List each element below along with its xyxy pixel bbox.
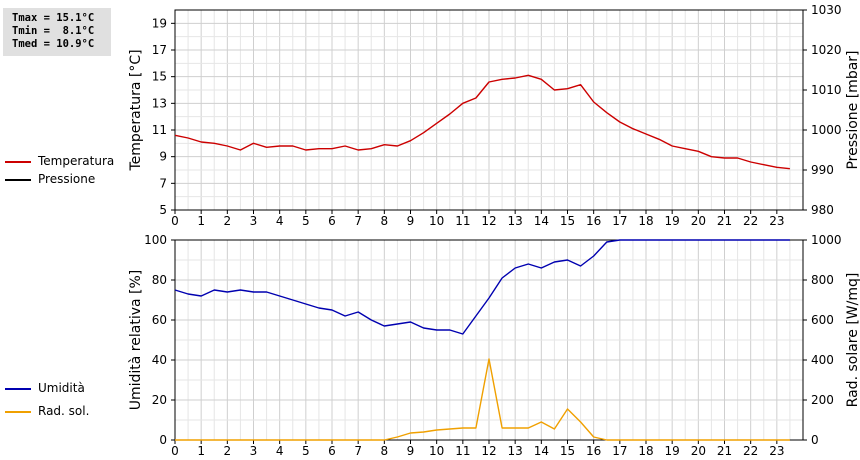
temp-x-tick-label: 14 [534, 214, 549, 228]
series-line-temperatura [174, 74, 790, 170]
tmed-label: Tmed = 10.9°C [12, 38, 95, 50]
hum-y-axis-label: Umidità relativa [%] [128, 270, 144, 411]
temp-x-tick-label: 3 [250, 214, 258, 228]
temp-y2-tick-label: 1010 [811, 83, 842, 97]
temp-y-tick-label: 13 [152, 96, 167, 110]
temp-y-tick-label: 9 [159, 150, 167, 164]
hum-x-tick-label: 11 [455, 444, 470, 458]
temp-x-tick-label: 0 [171, 214, 179, 228]
temp-x-tick-label: 2 [224, 214, 232, 228]
temp-x-tick-label: 12 [481, 214, 496, 228]
hum-x-tick-label: 13 [508, 444, 523, 458]
legend-pressione-label: Pressione [38, 172, 96, 186]
hum-y2-tick-label: 400 [811, 353, 834, 367]
legend-radsol-swatch [5, 411, 31, 413]
hum-x-tick-label: 0 [171, 444, 179, 458]
temp-y-axis-label: Temperatura [°C] [128, 49, 144, 171]
legend-umidita-label: Umidità [38, 381, 85, 395]
hum-y2-axis-label: Rad. solare [W/mq] [845, 273, 860, 408]
hum-x-tick-label: 12 [481, 444, 496, 458]
series-line-umidita [174, 239, 790, 335]
hum-x-tick-label: 8 [381, 444, 389, 458]
hum-x-tick-label: 23 [769, 444, 784, 458]
hum-y-tick-label: 80 [152, 273, 167, 287]
hum-x-tick-label: 16 [586, 444, 601, 458]
temp-y-tick-label: 7 [159, 176, 167, 190]
hum-y-tick-label: 0 [159, 433, 167, 447]
temp-y2-axis-label: Pressione [mbar] [845, 50, 860, 169]
hum-x-tick-label: 17 [612, 444, 627, 458]
hum-y2-tick-label: 600 [811, 313, 834, 327]
hum-x-tick-label: 10 [429, 444, 444, 458]
temp-x-tick-label: 6 [328, 214, 336, 228]
stats-box: Tmax = 15.1°C Tmin = 8.1°C Tmed = 10.9°C [3, 8, 111, 56]
temp-x-tick-label: 8 [381, 214, 389, 228]
temp-y-tick-label: 11 [152, 123, 167, 137]
temp-x-tick-label: 19 [665, 214, 680, 228]
temp-x-tick-label: 1 [197, 214, 205, 228]
series-line-radsol [175, 358, 790, 441]
temp-y2-tick-label: 990 [811, 163, 834, 177]
temp-y-tick-label: 5 [159, 203, 167, 217]
legend-pressione-swatch [5, 179, 31, 181]
hum-x-tick-label: 9 [407, 444, 415, 458]
hum-x-tick-label: 21 [717, 444, 732, 458]
hum-x-tick-label: 5 [302, 444, 310, 458]
hum-x-tick-label: 3 [250, 444, 258, 458]
legend-temperatura-swatch [5, 161, 31, 163]
legend-temperatura-label: Temperatura [38, 154, 115, 168]
temp-x-tick-label: 13 [508, 214, 523, 228]
temp-y-tick-label: 15 [152, 70, 167, 84]
temp-x-tick-label: 22 [743, 214, 758, 228]
hum-x-tick-label: 15 [560, 444, 575, 458]
temp-y-tick-label: 19 [152, 16, 167, 30]
temp-x-tick-label: 9 [407, 214, 415, 228]
temp-x-tick-label: 5 [302, 214, 310, 228]
hum-y2-tick-label: 1000 [811, 233, 842, 247]
temp-x-tick-label: 16 [586, 214, 601, 228]
hum-x-tick-label: 20 [691, 444, 706, 458]
hum-x-tick-label: 18 [638, 444, 653, 458]
tmin-label: Tmin = 8.1°C [12, 25, 95, 37]
hum-x-tick-label: 7 [354, 444, 362, 458]
temp-y-tick-label: 17 [152, 43, 167, 57]
temp-x-tick-label: 15 [560, 214, 575, 228]
temp-x-tick-label: 23 [769, 214, 784, 228]
hum-y-tick-label: 60 [152, 313, 167, 327]
hum-y-tick-label: 40 [152, 353, 167, 367]
temp-x-tick-label: 18 [638, 214, 653, 228]
hum-x-tick-label: 19 [665, 444, 680, 458]
hum-x-tick-label: 4 [276, 444, 284, 458]
hum-y2-tick-label: 800 [811, 273, 834, 287]
hum-x-tick-label: 6 [328, 444, 336, 458]
legend-umidita-swatch [5, 388, 31, 390]
temp-y2-tick-label: 1020 [811, 43, 842, 57]
temp-x-tick-label: 11 [455, 214, 470, 228]
legend-radsol-label: Rad. sol. [38, 404, 90, 418]
tmax-label: Tmax = 15.1°C [12, 12, 95, 24]
hum-x-tick-label: 1 [197, 444, 205, 458]
hum-y-tick-label: 20 [152, 393, 167, 407]
temp-x-tick-label: 4 [276, 214, 284, 228]
temp-y2-tick-label: 1030 [811, 3, 842, 17]
hum-y-tick-label: 100 [144, 233, 167, 247]
temp-x-tick-label: 17 [612, 214, 627, 228]
temp-x-tick-label: 10 [429, 214, 444, 228]
temp-y2-tick-label: 1000 [811, 123, 842, 137]
temp-x-tick-label: 20 [691, 214, 706, 228]
temp-x-tick-label: 21 [717, 214, 732, 228]
temp-y2-tick-label: 980 [811, 203, 834, 217]
hum-x-tick-label: 22 [743, 444, 758, 458]
hum-y2-tick-label: 0 [811, 433, 819, 447]
temp-x-tick-label: 7 [354, 214, 362, 228]
hum-x-tick-label: 14 [534, 444, 549, 458]
hum-y2-tick-label: 200 [811, 393, 834, 407]
hum-x-tick-label: 2 [224, 444, 232, 458]
